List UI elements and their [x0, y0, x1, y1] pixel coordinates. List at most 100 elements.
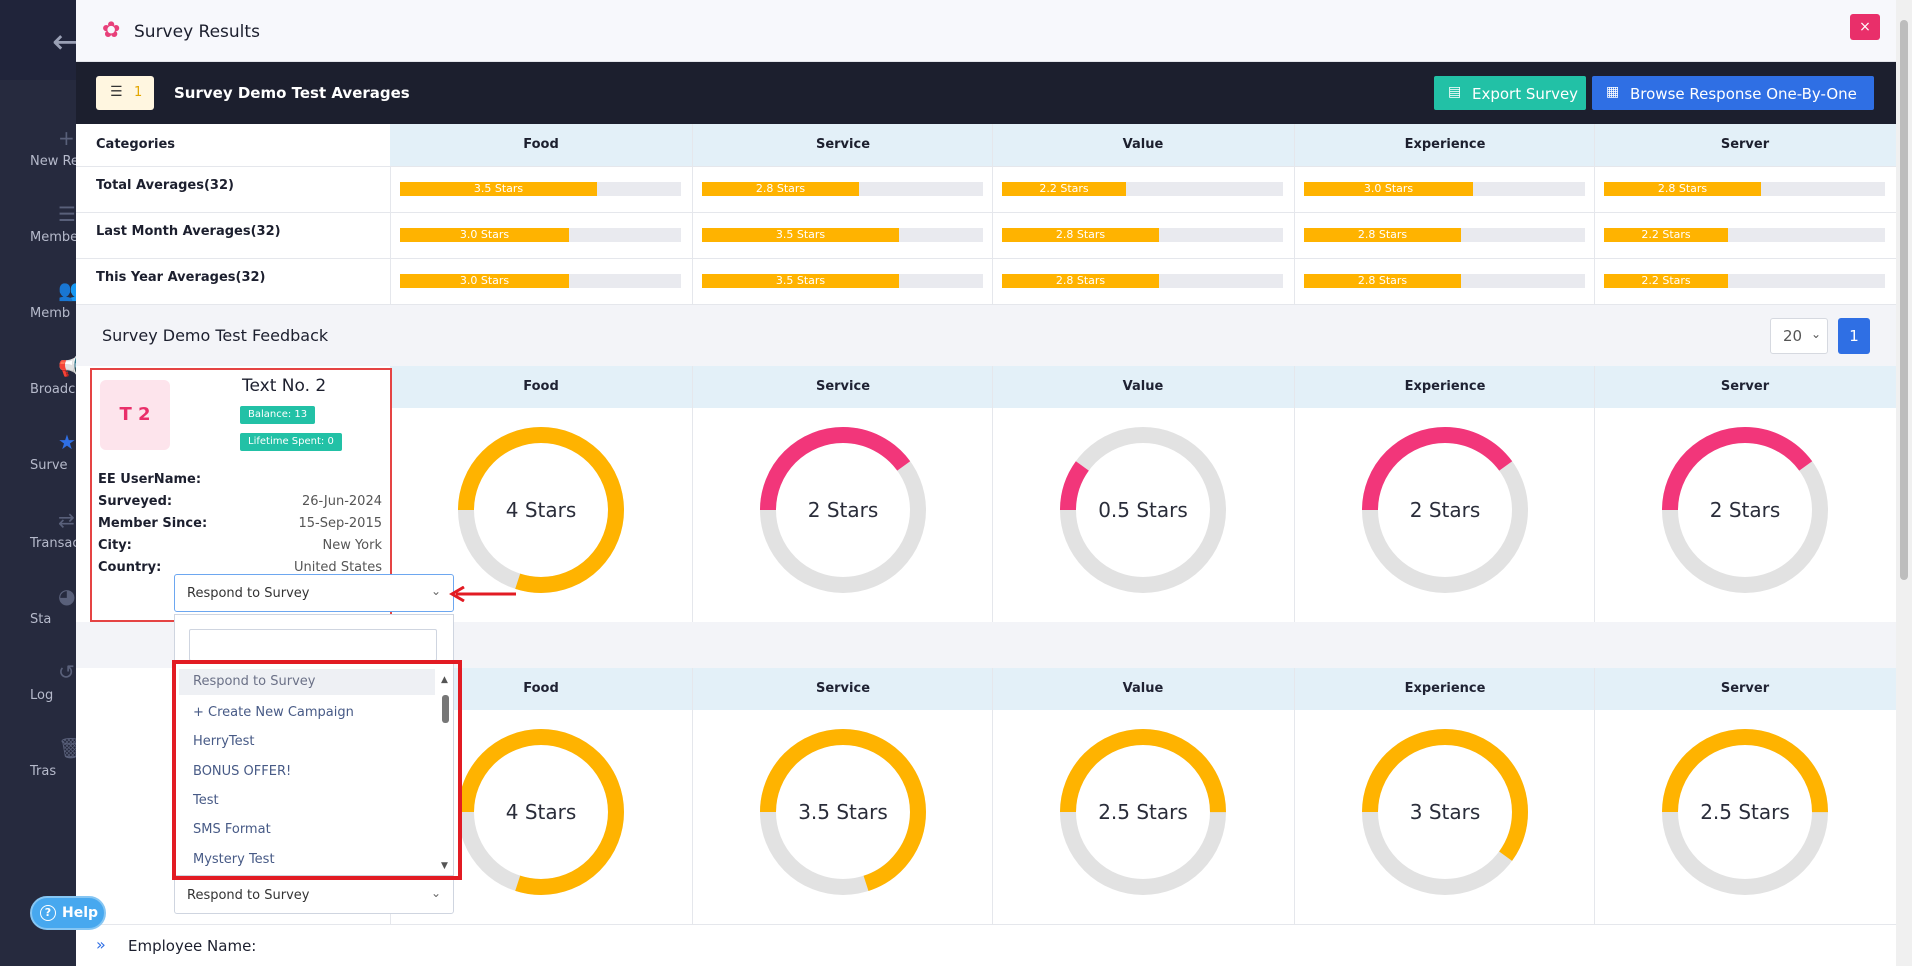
- dropdown-option[interactable]: BONUS OFFER!: [193, 764, 292, 779]
- ring-fill: [1060, 729, 1226, 895]
- sidebar: ← + New Re ☰ Membe 👥 Memb 📢 Broadc ★ Surve ⇄ Transa…: [0, 0, 83, 966]
- sidebar-item-new re[interactable]: + New Re: [0, 120, 79, 190]
- dropdown-option[interactable]: HerryTest: [193, 734, 255, 749]
- averages-title: Survey Demo Test Averages: [174, 84, 410, 102]
- column-divider: [1294, 366, 1295, 622]
- average-bar-fill: [1304, 228, 1461, 242]
- filter-icon: ☰: [110, 84, 123, 100]
- scroll-up-icon[interactable]: ▲: [441, 675, 448, 685]
- ring-chart: [1362, 729, 1528, 895]
- dropdown-option[interactable]: Mystery Test: [193, 852, 275, 867]
- export-survey-button[interactable]: ▤ Export Survey: [1434, 76, 1586, 110]
- average-bar: 2.8 Stars: [1304, 274, 1585, 288]
- average-bar-fill: [400, 274, 569, 288]
- modal-header: ✿ Survey Results ×: [76, 0, 1896, 62]
- sidebar-item-tras[interactable]: 🗑 Tras: [0, 730, 83, 800]
- page-scrollbar[interactable]: [1896, 0, 1912, 966]
- average-bar-fill: [400, 228, 569, 242]
- filter-count: 1: [134, 85, 143, 100]
- info-key: Surveyed:: [98, 494, 173, 509]
- sidebar-item-membe[interactable]: ☰ Membe: [0, 196, 78, 266]
- ring-fill: [760, 729, 926, 895]
- sidebar-item-transac[interactable]: ⇄ Transac: [0, 502, 79, 572]
- average-bar-fill: [1002, 228, 1159, 242]
- browse-responses-label: Browse Response One-By-One: [1630, 85, 1857, 103]
- average-column-header: Server: [1594, 124, 1896, 166]
- close-button[interactable]: ×: [1850, 14, 1880, 40]
- respond-to-survey-select[interactable]: Respond to Survey ⌄: [174, 574, 454, 612]
- average-bar: 3.0 Stars: [400, 228, 681, 242]
- history-icon: ↺: [58, 660, 75, 684]
- column-divider: [1294, 124, 1295, 304]
- browse-responses-button[interactable]: ▦ Browse Response One-By-One: [1592, 76, 1874, 110]
- back-button[interactable]: ←: [0, 0, 81, 80]
- feedback-title: Survey Demo Test Feedback: [102, 326, 329, 345]
- dropdown-scrollbar[interactable]: ▲ ▼: [441, 675, 451, 875]
- categories-header: Categories: [76, 124, 390, 166]
- sidebar-item-surve[interactable]: ★ Surve: [0, 424, 76, 494]
- dropdown-option[interactable]: Respond to Survey: [179, 669, 435, 695]
- double-chevron-right-icon[interactable]: »: [96, 935, 106, 954]
- scroll-down-icon[interactable]: ▼: [441, 861, 448, 871]
- sidebar-item-broadc[interactable]: 📢 Broadc: [0, 348, 83, 418]
- dropdown-option[interactable]: SMS Format: [193, 822, 271, 837]
- respond-to-survey-select-2[interactable]: Respond to Survey ⌄: [174, 876, 454, 914]
- customer-name: Text No. 2: [242, 376, 327, 396]
- average-bar: 2.8 Stars: [1002, 274, 1283, 288]
- average-row-label: Total Averages(32): [96, 178, 234, 193]
- rating-label: 2 Stars: [1409, 498, 1481, 522]
- ring-chart: [1362, 427, 1528, 593]
- rating-ring: 2 Stars: [1655, 420, 1835, 600]
- page-button[interactable]: 1: [1838, 318, 1870, 354]
- employee-label: Employee Name:: [128, 937, 257, 955]
- ring-chart: [1662, 729, 1828, 895]
- response-column-header: Service: [692, 668, 994, 710]
- sidebar-item-sta[interactable]: ◕ Sta: [0, 578, 76, 648]
- rating-ring: 2 Stars: [1355, 420, 1535, 600]
- page-scroll-thumb[interactable]: [1900, 20, 1908, 580]
- column-divider: [692, 366, 693, 622]
- ring-fill: [1662, 729, 1828, 895]
- info-key: Country:: [98, 560, 162, 575]
- dropdown-highlight-box: [172, 660, 462, 880]
- average-bar-label: 3.0 Stars: [1363, 182, 1414, 195]
- average-column-header: Value: [992, 124, 1294, 166]
- ring-fill: [1362, 729, 1528, 895]
- ring-fill: [1662, 427, 1828, 593]
- average-bar-fill: [1604, 274, 1728, 288]
- rating-label: 0.5 Stars: [1098, 498, 1188, 522]
- column-divider: [992, 668, 993, 924]
- filter-button[interactable]: ☰ 1: [96, 76, 154, 110]
- rating-label: 3.5 Stars: [798, 800, 888, 824]
- help-button[interactable]: ? Help: [30, 896, 106, 930]
- ring-fill: [760, 427, 926, 593]
- ring-chart: [458, 729, 624, 895]
- dropdown-option[interactable]: + Create New Campaign: [193, 705, 354, 720]
- scroll-thumb[interactable]: [442, 695, 449, 723]
- average-bar-label: 2.8 Stars: [1357, 274, 1408, 287]
- column-divider: [1594, 668, 1595, 924]
- sidebar-item-memb[interactable]: 👥 Memb: [0, 272, 83, 342]
- rating-label: 2.5 Stars: [1098, 800, 1188, 824]
- megaphone-icon: 📢: [58, 354, 83, 378]
- page-size-select[interactable]: 20 ⌄: [1770, 318, 1828, 354]
- rating-ring: 2.5 Stars: [1053, 722, 1233, 902]
- chevron-down-icon: ⌄: [430, 584, 441, 598]
- average-bar-label: 3.5 Stars: [473, 182, 524, 195]
- info-value: New York: [322, 538, 382, 553]
- average-column-header: Experience: [1294, 124, 1596, 166]
- sidebar-item-log[interactable]: ↺ Log: [0, 654, 76, 724]
- sidebar-item-label: Tras: [30, 764, 57, 779]
- ring-chart: [760, 427, 926, 593]
- annotation-arrow: [449, 586, 516, 602]
- row-divider: [76, 258, 1896, 259]
- export-survey-label: Export Survey: [1472, 85, 1579, 103]
- info-value: 15-Sep-2015: [298, 516, 382, 531]
- dropdown-option[interactable]: Test: [193, 793, 219, 808]
- average-bar-fill: [1604, 182, 1761, 196]
- averages-toolbar: ☰ 1 Survey Demo Test Averages ▤ Export S…: [76, 62, 1896, 124]
- ring-chart: [1060, 427, 1226, 593]
- dropdown-search-input[interactable]: [189, 629, 437, 661]
- sidebar-item-label: Memb: [30, 306, 71, 321]
- average-bar: 3.0 Stars: [400, 274, 681, 288]
